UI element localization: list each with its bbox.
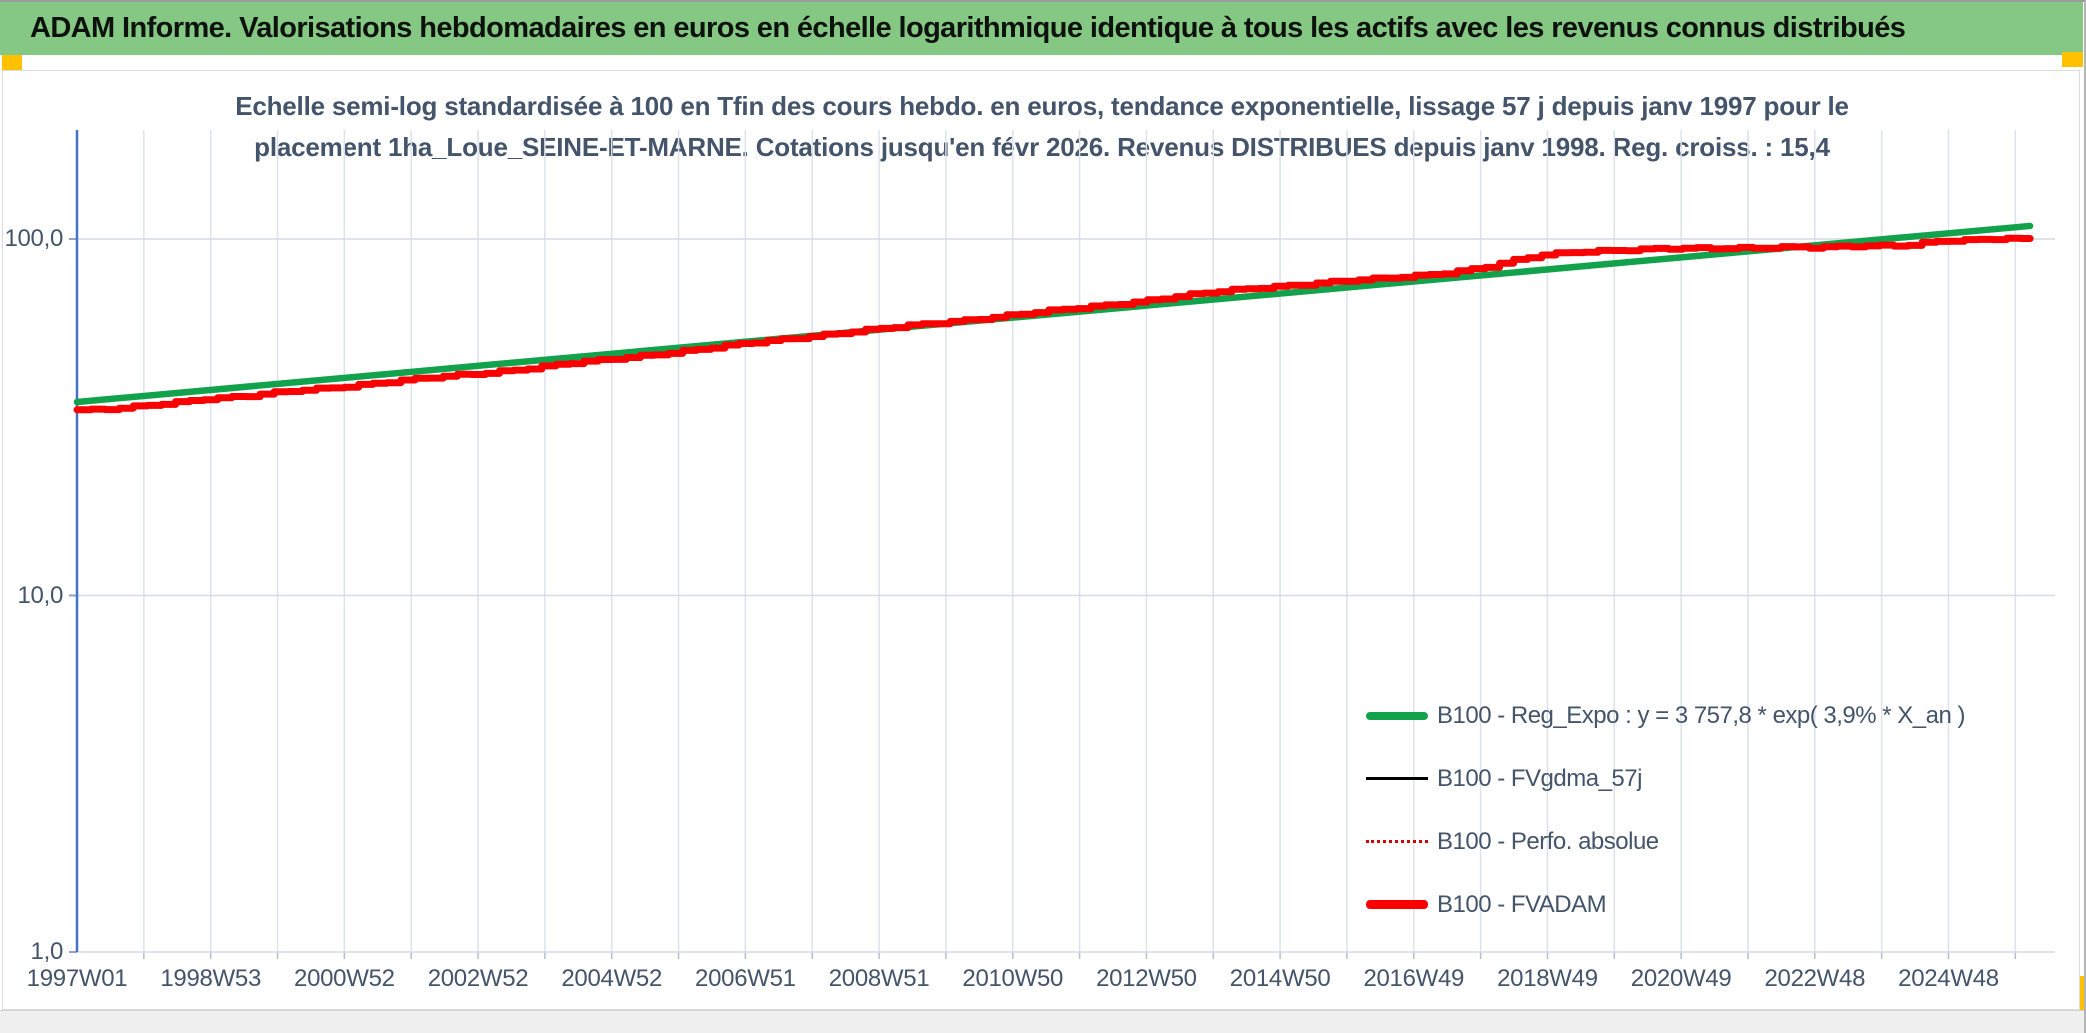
chart-area[interactable] <box>2 70 2080 1010</box>
legend-entry[interactable]: B100 - Reg_Expo : y = 3 757,8 * exp( 3,9… <box>1366 684 1966 747</box>
series-fvadam[interactable] <box>73 234 2034 414</box>
corner-marker-top-right <box>2062 52 2083 67</box>
x-tick-label: 2024W48 <box>1898 965 1999 992</box>
x-tick-label: 2008W51 <box>828 965 930 992</box>
x-tick-label: 2022W48 <box>1764 965 1866 992</box>
x-tick-label: 2012W50 <box>1096 965 1197 992</box>
chart-title-line1: Echelle semi-log standardisée à 100 en T… <box>235 91 1849 121</box>
y-tick-label: 10,0 <box>17 581 63 609</box>
x-tick-label: 2006W51 <box>695 965 796 992</box>
legend-entry[interactable]: B100 - Perfo. absolue <box>1366 810 1965 873</box>
x-tick-label: 2002W52 <box>427 965 529 992</box>
series-reg-expo[interactable] <box>73 222 2034 406</box>
x-tick-label: 2000W52 <box>294 965 395 992</box>
chart-title-line2: placement 1ha_Loue_SEINE-ET-MARNE. Cotat… <box>254 132 1830 162</box>
x-tick-label: 2016W49 <box>1363 965 1465 992</box>
legend-swatch-solid-thin <box>1366 777 1428 780</box>
corner-marker-top-left <box>2 55 22 70</box>
x-tick-label: 2020W49 <box>1630 965 1732 992</box>
y-tick-label: 100,0 <box>4 225 63 252</box>
legend: B100 - Reg_Expo : y = 3 757,8 * exp( 3,9… <box>1366 684 1966 936</box>
legend-entry[interactable]: B100 - FVgdma_57j <box>1366 747 1965 810</box>
legend-swatch-solid-thick-green <box>1366 711 1428 720</box>
x-tick-label: 2014W50 <box>1229 965 1331 992</box>
legend-entry[interactable]: B100 - FVADAM <box>1366 873 1965 936</box>
legend-label: B100 - FVgdma_57j <box>1437 764 1642 792</box>
legend-swatch-dotted-thin <box>1366 840 1428 843</box>
legend-swatch-solid-thick-red <box>1366 900 1428 909</box>
x-tick-label: 2004W52 <box>561 965 663 992</box>
chart-title: Echelle semi-log standardisée à 100 en T… <box>235 86 1849 168</box>
page-title: ADAM Informe. Valorisations hebdomadaire… <box>30 12 1906 44</box>
legend-label: B100 - Perfo. absolue <box>1437 827 1659 855</box>
x-tick-label: 2010W50 <box>962 965 1064 992</box>
y-tick-label: 1,0 <box>30 938 64 965</box>
bottom-strip <box>0 1010 2084 1033</box>
x-tick-label: 1998W53 <box>160 965 261 992</box>
x-tick-label: 2018W49 <box>1497 965 1598 992</box>
legend-label: B100 - Reg_Expo : y = 3 757,8 * exp( 3,9… <box>1437 701 1966 729</box>
x-tick-label: 1997W01 <box>26 965 128 992</box>
legend-label: B100 - FVADAM <box>1437 890 1607 918</box>
title-bar: ADAM Informe. Valorisations hebdomadaire… <box>0 2 2083 55</box>
